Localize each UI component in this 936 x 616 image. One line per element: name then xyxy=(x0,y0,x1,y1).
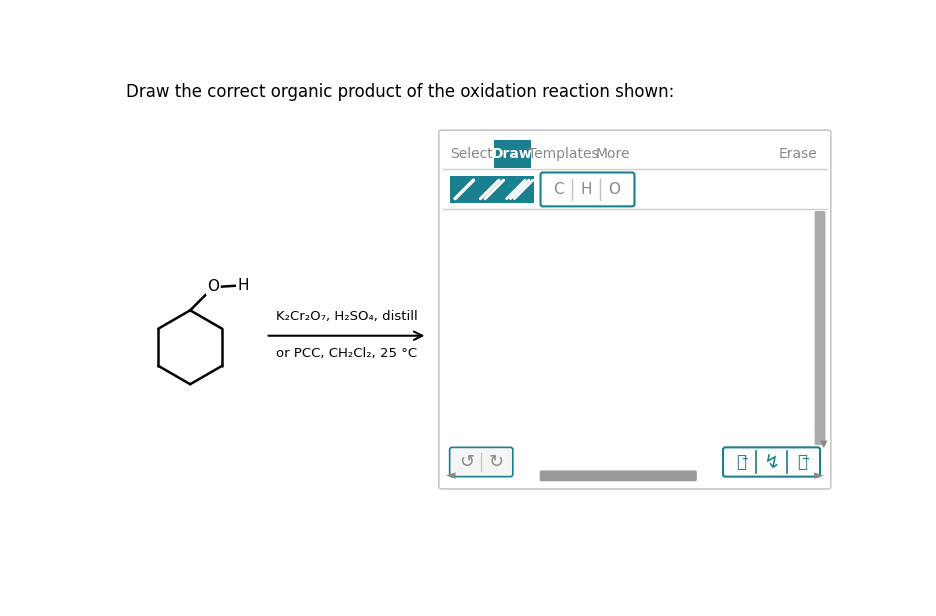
Text: ↯: ↯ xyxy=(764,453,780,471)
Text: or PCC, CH₂Cl₂, 25 °C: or PCC, CH₂Cl₂, 25 °C xyxy=(276,346,417,360)
Text: Draw the correct organic product of the oxidation reaction shown:: Draw the correct organic product of the … xyxy=(125,83,674,101)
Text: ↻: ↻ xyxy=(489,453,504,471)
FancyBboxPatch shape xyxy=(540,172,635,206)
Text: ↺: ↺ xyxy=(459,453,475,471)
Text: O: O xyxy=(207,279,219,294)
Text: Erase: Erase xyxy=(778,147,817,161)
Text: C: C xyxy=(553,182,563,197)
Text: 🔍: 🔍 xyxy=(797,453,808,471)
FancyBboxPatch shape xyxy=(540,471,696,481)
Bar xyxy=(493,140,531,168)
Text: H: H xyxy=(580,182,592,197)
Text: O: O xyxy=(607,182,620,197)
FancyBboxPatch shape xyxy=(723,447,820,477)
Text: Draw: Draw xyxy=(491,147,533,161)
Text: −: − xyxy=(802,454,811,464)
Text: +: + xyxy=(741,455,748,463)
Text: Templates: Templates xyxy=(528,147,599,161)
FancyBboxPatch shape xyxy=(439,130,831,489)
Text: ►: ► xyxy=(814,469,824,482)
Bar xyxy=(478,176,505,203)
Text: Select: Select xyxy=(450,147,492,161)
Text: K₂Cr₂O₇, H₂SO₄, distill: K₂Cr₂O₇, H₂SO₄, distill xyxy=(275,310,417,323)
Text: ▼: ▼ xyxy=(820,439,827,448)
Text: ◄: ◄ xyxy=(446,469,455,482)
Text: H: H xyxy=(238,278,249,293)
FancyBboxPatch shape xyxy=(449,447,513,477)
Bar xyxy=(505,176,534,203)
Text: 🔍: 🔍 xyxy=(736,453,746,471)
Bar xyxy=(450,176,478,203)
Text: More: More xyxy=(595,147,630,161)
FancyBboxPatch shape xyxy=(814,211,826,445)
